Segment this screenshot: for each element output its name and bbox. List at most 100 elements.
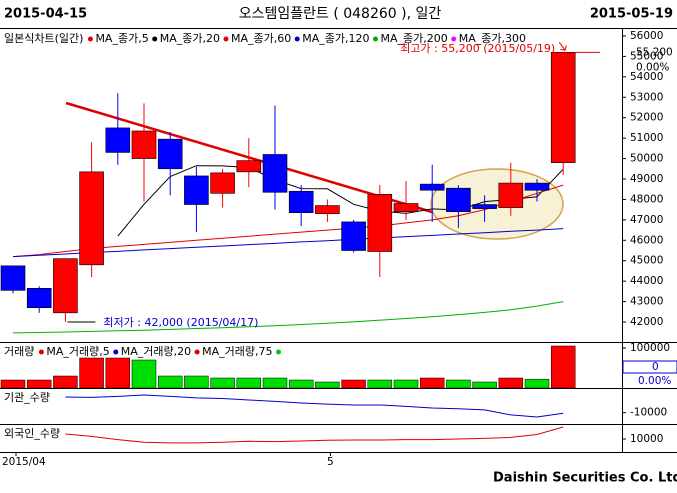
- y-tick-label: 56000: [630, 30, 663, 42]
- y-tick-label: 52000: [630, 112, 663, 124]
- volume-bar: [26, 379, 52, 389]
- candle-body: [341, 221, 366, 251]
- volume-bar: [210, 377, 235, 389]
- y-tick-label: 54000: [630, 71, 663, 83]
- candle-body: [236, 160, 262, 173]
- volume-bar: [157, 375, 183, 389]
- legend-entry: MA_거래량,75: [202, 345, 272, 358]
- line-series: [12, 184, 564, 258]
- volume-bar: [524, 378, 550, 389]
- candle-body: [131, 130, 157, 159]
- volume-bar: [393, 379, 419, 389]
- volume-bar: [550, 345, 576, 389]
- y-tick-label: 44000: [630, 275, 663, 287]
- volume-current: 0: [652, 361, 659, 373]
- volume-bar: [472, 381, 497, 389]
- y-tick-label: 43000: [630, 296, 663, 308]
- volume-bar: [0, 379, 26, 389]
- candle-body: [105, 127, 131, 153]
- volume-bar: [288, 379, 314, 389]
- legend-entry: MA_거래량,5: [46, 345, 109, 358]
- legend-marker: [276, 349, 281, 355]
- line-series: [117, 165, 564, 237]
- volume-bar: [367, 379, 393, 389]
- x-tick-label: 5: [327, 456, 334, 468]
- line-series: [12, 301, 564, 334]
- y-tick-label: 51000: [630, 132, 663, 144]
- y-tick-label: 46000: [630, 234, 663, 246]
- y-tick-label: 49000: [630, 173, 663, 185]
- candle-body: [419, 183, 445, 191]
- y-tick-label: 10000: [630, 433, 663, 445]
- y-tick-label: 55000: [630, 50, 663, 62]
- legend-entry: MA_종가,120: [302, 32, 369, 45]
- volume-bar: [419, 377, 445, 389]
- candle-body: [262, 154, 288, 193]
- volume-bar: [498, 377, 524, 389]
- legend-entry: MA_종가,20: [160, 32, 220, 45]
- y-tick-label: 47000: [630, 214, 663, 226]
- legend-marker: [372, 36, 378, 42]
- y-tick-label: 48000: [630, 193, 663, 205]
- line-series: [12, 228, 564, 258]
- low-note: 최저가 : 42,000 (2015/04/17): [103, 316, 258, 329]
- y-tick-label: 42000: [630, 316, 663, 328]
- volume-bar: [131, 359, 157, 389]
- legend-marker: [294, 36, 300, 42]
- candle-body: [26, 288, 52, 309]
- high-arrow: [558, 42, 567, 51]
- volume-bar: [184, 375, 209, 389]
- last-price: 55,200: [636, 46, 673, 58]
- candle-body: [210, 172, 235, 194]
- legend-marker: [113, 349, 119, 355]
- candle-body: [79, 171, 104, 266]
- candle-body: [524, 182, 550, 191]
- volume-bar: [446, 379, 471, 389]
- candle-body: [367, 194, 393, 252]
- y-tick-label: -10000: [630, 407, 667, 419]
- legend-entry: MA_거래량,20: [121, 345, 191, 358]
- candle-body: [472, 204, 497, 209]
- start-date: 2015-04-15: [4, 7, 87, 22]
- volume-bar: [341, 379, 366, 389]
- legend-marker: [451, 36, 457, 42]
- volume-change: 0.00%: [638, 375, 671, 387]
- candle-body: [393, 203, 419, 212]
- legend-title: 거래량: [4, 345, 34, 358]
- legend-title: 일본식차트(일간): [4, 31, 83, 45]
- y-tick-label: 100000: [630, 342, 670, 354]
- candle-body: [53, 258, 78, 314]
- y-tick-label: 50000: [630, 153, 663, 165]
- volume-bar: [262, 377, 288, 389]
- title: 오스템임플란트 ( 048260 ), 일간: [239, 6, 442, 22]
- line-series: [65, 394, 564, 418]
- high-note: 최고가 : 55,200 (2015/05/19): [400, 42, 555, 55]
- price-change: 0.00%: [636, 61, 669, 73]
- volume-bar: [105, 357, 131, 389]
- legend-marker: [38, 349, 44, 355]
- legend-marker: [152, 36, 158, 42]
- candle-body: [0, 265, 26, 291]
- volume-bar: [79, 357, 104, 389]
- y-tick-label: 53000: [630, 91, 663, 103]
- line-series: [65, 426, 564, 444]
- candle-body: [315, 205, 340, 215]
- volume-bar: [236, 377, 262, 389]
- legend-marker: [223, 36, 229, 42]
- candle-body: [446, 187, 471, 212]
- legend-title: 기관_수량: [4, 391, 50, 404]
- y-tick-label: 45000: [630, 255, 663, 267]
- legend-entry: MA_종가,5: [95, 32, 148, 45]
- legend-marker: [194, 349, 200, 355]
- candle-body: [184, 175, 209, 205]
- legend-entry: MA_종가,60: [231, 32, 291, 45]
- volume-bar: [53, 375, 78, 389]
- legend-title: 외국인_수량: [4, 427, 60, 440]
- legend-entry: MA_종가,300: [459, 32, 526, 45]
- candle-body: [157, 138, 183, 170]
- candle-body: [498, 182, 524, 208]
- end-date: 2015-05-19: [590, 7, 673, 22]
- legend-entry: MA_종가,200: [380, 32, 447, 45]
- current-box: [622, 360, 677, 374]
